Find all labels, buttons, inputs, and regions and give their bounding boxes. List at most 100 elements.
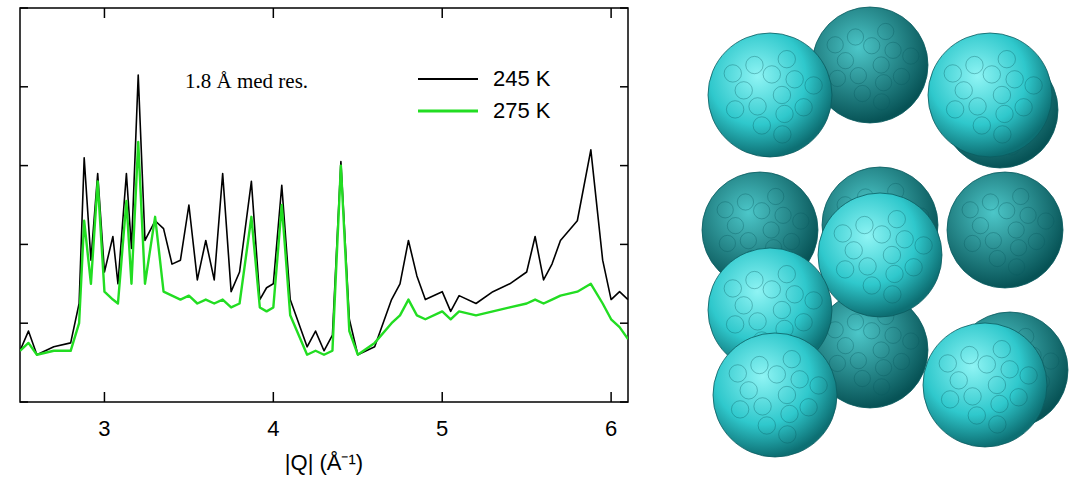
fullerene-facet (1001, 361, 1018, 378)
series-line (20, 75, 628, 355)
fullerene-facet (847, 314, 863, 330)
fullerene-facet (1010, 389, 1027, 406)
x-tick-label: 3 (98, 416, 110, 441)
y-tick (620, 165, 628, 167)
fullerene-facet (964, 388, 981, 405)
fullerene-facet (763, 222, 779, 238)
fullerene-facet (800, 399, 817, 416)
fullerene (713, 333, 837, 457)
fullerene-facet (968, 407, 985, 424)
fullerene-facet (776, 105, 793, 122)
fullerene-facet (834, 225, 851, 242)
fullerene (923, 323, 1047, 447)
fullerene-facet (884, 286, 901, 303)
fullerene-facet (753, 117, 770, 134)
fullerene-facet (993, 340, 1010, 357)
fullerene-facet (993, 86, 1010, 103)
fullerene-facet (915, 237, 932, 254)
fullerene (818, 193, 942, 317)
fullerene-facet (859, 258, 876, 275)
x-tick (273, 8, 275, 18)
fullerene-facet (749, 98, 766, 115)
fullerene-facet (982, 194, 998, 210)
y-tick (20, 165, 28, 167)
fullerene-facet (737, 194, 753, 210)
fullerene-facet (837, 338, 853, 354)
fullerene-facet (837, 53, 853, 69)
fullerene-facet (754, 398, 771, 415)
fullerene-facet (883, 246, 900, 263)
fullerene-facet (885, 327, 901, 343)
fullerene-facet (773, 301, 790, 318)
fullerene (708, 33, 832, 157)
legend-entry: 275 K (493, 98, 551, 123)
x-tick (441, 392, 443, 402)
fullerene-facet (768, 188, 784, 204)
fullerene-facet (989, 416, 1006, 433)
x-axis-title: |Q| (Å⁻¹) (285, 450, 363, 475)
legend-entry: 245 K (493, 66, 551, 91)
fullerene-facet (778, 386, 795, 403)
fullerene-facet (729, 365, 746, 382)
fullerene-facet (783, 233, 799, 249)
y-tick (620, 86, 628, 88)
fullerene-facet (873, 226, 890, 243)
fullerene-facet (717, 202, 733, 218)
fullerene-facet (1008, 222, 1024, 238)
fullerene-facet (795, 314, 812, 331)
fullerene-facet (1028, 233, 1044, 249)
fullerene-facet (751, 356, 768, 373)
fullerene-facet (726, 101, 743, 118)
x-tick (104, 392, 106, 402)
y-tick (20, 322, 28, 324)
fullerene-facet (863, 277, 880, 294)
series-line (20, 142, 628, 355)
fullerene-facet (854, 85, 870, 101)
annotation: 1.8 Å med res. (185, 69, 308, 93)
fullerene-facet (878, 23, 894, 39)
fullerene-facet (805, 77, 822, 94)
fullerene-facet (746, 271, 763, 288)
fullerene-facet (985, 233, 1001, 249)
fullerene-facet (886, 265, 903, 282)
fullerene-facet (998, 50, 1015, 67)
fullerene-facet (905, 259, 922, 276)
plot-area (20, 75, 628, 355)
fullerene-facet (810, 377, 827, 394)
fullerene-facet (724, 65, 741, 82)
x-tick (273, 392, 275, 402)
fullerene-facet (962, 202, 978, 218)
fullerene-facet (795, 99, 812, 116)
fullerene-facet (964, 235, 980, 251)
fullerene-facet (786, 286, 803, 303)
y-tick (20, 86, 28, 88)
fullerene-facet (864, 323, 880, 339)
fullerene-facet (1025, 77, 1042, 94)
fullerene-facet (1006, 71, 1023, 88)
fullerene-facet (944, 65, 961, 82)
fullerene-facet (783, 350, 800, 367)
fullerene-facet (774, 126, 791, 143)
fullerene-facet (875, 75, 891, 91)
fullerene-facet (893, 68, 909, 84)
fullerene-facet (749, 313, 766, 330)
fullerene-facet (731, 401, 748, 418)
fullerene-facet (988, 376, 1005, 393)
fullerene-facet (873, 94, 889, 110)
fullerene-facet (836, 261, 853, 278)
x-tick-label: 6 (605, 416, 617, 441)
fullerene-facet (779, 426, 796, 443)
fullerene-facet (983, 66, 1000, 83)
plot-frame (20, 8, 628, 402)
fullerene-facet (791, 371, 808, 388)
fullerene (928, 33, 1052, 157)
fullerene-facet (726, 316, 743, 333)
fullerene-facet (758, 417, 775, 434)
fullerene-facet (939, 355, 956, 372)
fullerene-facet (950, 372, 967, 389)
fullerene-facet (719, 235, 735, 251)
fullerene-facet (854, 370, 870, 386)
fullerene-facet (864, 38, 880, 54)
fullerene-facet (1043, 353, 1059, 369)
fullerene-facet (873, 342, 889, 358)
